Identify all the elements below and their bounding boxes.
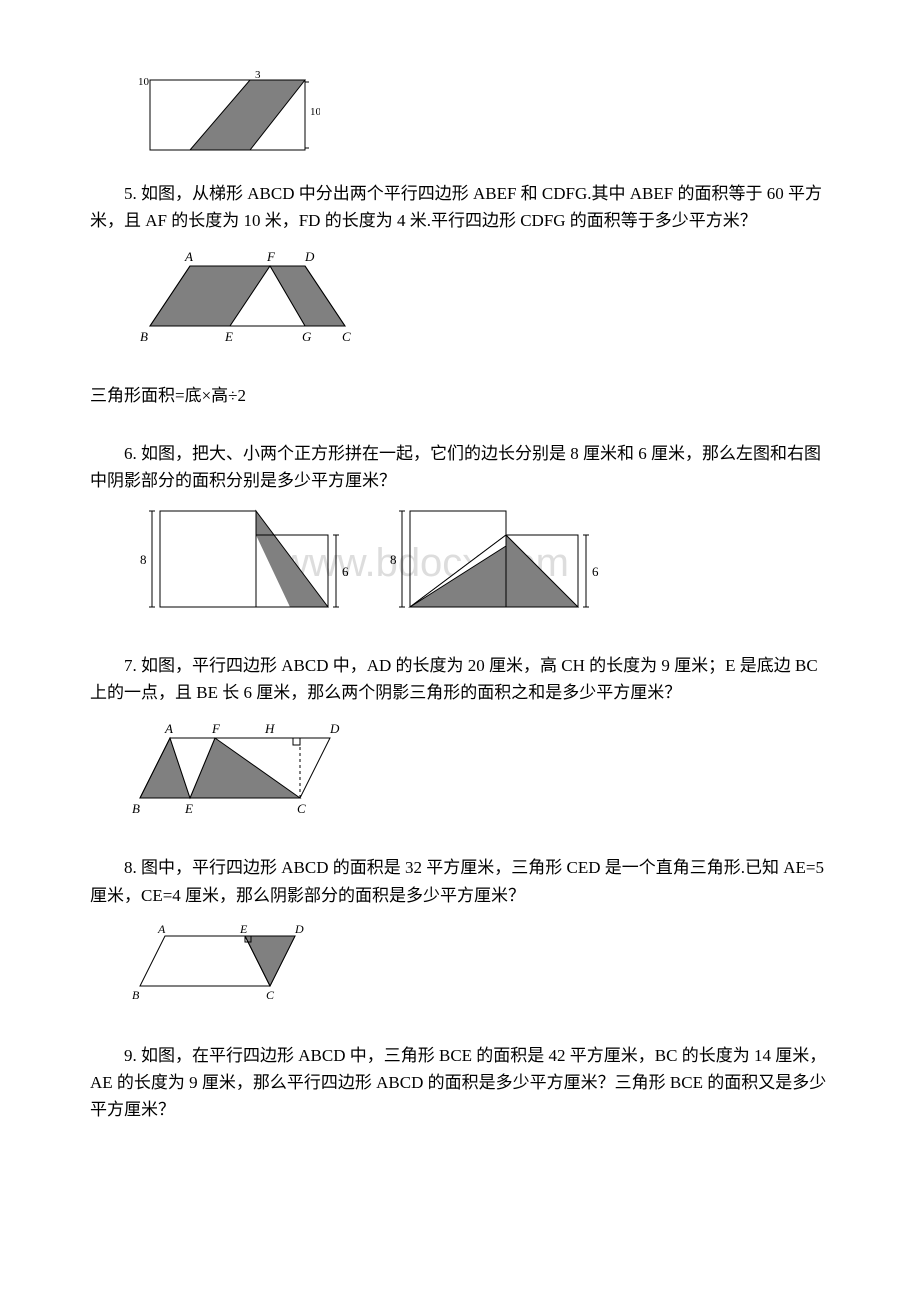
figure-7-svg: A F H D B E C xyxy=(130,718,370,818)
problem-8-text: 8. 图中，平行四边形 ABCD 的面积是 32 平方厘米，三角形 CED 是一… xyxy=(90,854,830,908)
label-D: D xyxy=(304,249,315,264)
problem-6-text: 6. 如图，把大、小两个正方形拼在一起，它们的边长分别是 8 厘米和 6 厘米，… xyxy=(90,440,830,494)
triangle-formula: 三角形面积=底×高÷2 xyxy=(90,382,830,409)
left-big-label: 8 xyxy=(140,552,147,567)
figure-6: www.bdocx.com 8 6 xyxy=(130,506,830,616)
figure-4: 10 3 10 xyxy=(130,70,830,170)
figure-7: A F H D B E C xyxy=(130,718,830,818)
right-small-label: 6 xyxy=(592,564,599,579)
problem-8: 8. 图中，平行四边形 ABCD 的面积是 32 平方厘米，三角形 CED 是一… xyxy=(90,854,830,1005)
label-B: B xyxy=(140,329,148,344)
label-C7: C xyxy=(297,801,306,816)
label-A8: A xyxy=(157,922,166,936)
label-A: A xyxy=(184,249,193,264)
problem-5: 5. 如图，从梯形 ABCD 中分出两个平行四边形 ABEF 和 CDFG.其中… xyxy=(90,180,830,346)
problem-7-text: 7. 如图，平行四边形 ABCD 中，AD 的长度为 20 厘米，高 CH 的长… xyxy=(90,652,830,706)
label-B7: B xyxy=(132,801,140,816)
label-F7: F xyxy=(211,721,221,736)
label-C8: C xyxy=(266,988,275,1002)
label-E8: E xyxy=(239,922,248,936)
label-E: E xyxy=(224,329,233,344)
right-angle-h xyxy=(293,738,300,745)
problem-6: 6. 如图，把大、小两个正方形拼在一起，它们的边长分别是 8 厘米和 6 厘米，… xyxy=(90,440,830,616)
label-B8: B xyxy=(132,988,140,1002)
problem-9: 9. 如图，在平行四边形 ABCD 中，三角形 BCE 的面积是 42 平方厘米… xyxy=(90,1042,830,1124)
shaded-parallelogram xyxy=(190,80,305,150)
label-D7: D xyxy=(329,721,340,736)
figure-4-svg: 10 3 10 xyxy=(130,70,320,170)
label-G: G xyxy=(302,329,312,344)
right-big-label: 8 xyxy=(390,552,397,567)
figure-5-svg: A F D B E G C xyxy=(130,246,390,346)
problem-9-text: 9. 如图，在平行四边形 ABCD 中，三角形 BCE 的面积是 42 平方厘米… xyxy=(90,1042,830,1124)
figure-5: A F D B E G C xyxy=(130,246,830,346)
figure-6-svg: www.bdocx.com 8 6 xyxy=(130,506,650,616)
left-small-label: 6 xyxy=(342,564,349,579)
figure-8-svg: A E D B C xyxy=(130,921,330,1006)
label-10-left: 10 xyxy=(138,76,150,88)
tri-ced xyxy=(245,936,295,986)
figure-8: A E D B C xyxy=(130,921,830,1006)
label-C: C xyxy=(342,329,351,344)
label-10-right: 10 xyxy=(310,106,320,118)
left-big-square xyxy=(160,511,256,607)
problem-5-text: 5. 如图，从梯形 ABCD 中分出两个平行四边形 ABEF 和 CDFG.其中… xyxy=(90,180,830,234)
label-3: 3 xyxy=(255,70,261,81)
label-H7: H xyxy=(264,721,275,736)
problem-7: 7. 如图，平行四边形 ABCD 中，AD 的长度为 20 厘米，高 CH 的长… xyxy=(90,652,830,818)
label-D8: D xyxy=(294,922,304,936)
label-F: F xyxy=(266,249,276,264)
label-A7: A xyxy=(164,721,173,736)
label-E7: E xyxy=(184,801,193,816)
